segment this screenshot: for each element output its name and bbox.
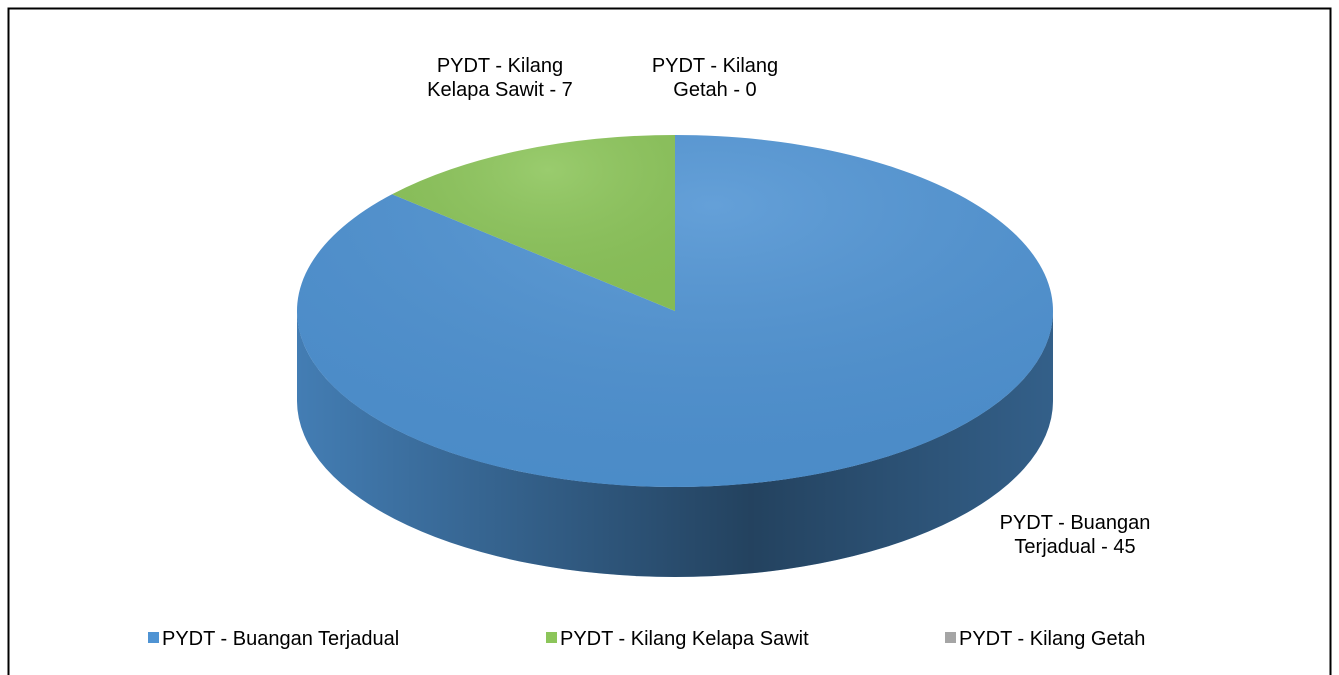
legend-label: PYDT - Buangan Terjadual — [162, 628, 399, 650]
data-label: PYDT - Buangan Terjadual - 45 — [1000, 512, 1151, 558]
legend-label: PYDT - Kilang Kelapa Sawit — [560, 628, 809, 650]
chart-frame — [7, 7, 1332, 675]
data-label: PYDT - Kilang Kelapa Sawit - 7 — [427, 55, 573, 101]
pie-side-shade — [297, 311, 1053, 577]
legend-swatch — [148, 632, 159, 643]
data-label: PYDT - Kilang Getah - 0 — [652, 55, 778, 101]
legend-swatch — [945, 632, 956, 643]
pie-slice-shine — [392, 135, 675, 311]
legend-swatch — [546, 632, 557, 643]
legend-label: PYDT - Kilang Getah — [959, 628, 1145, 650]
